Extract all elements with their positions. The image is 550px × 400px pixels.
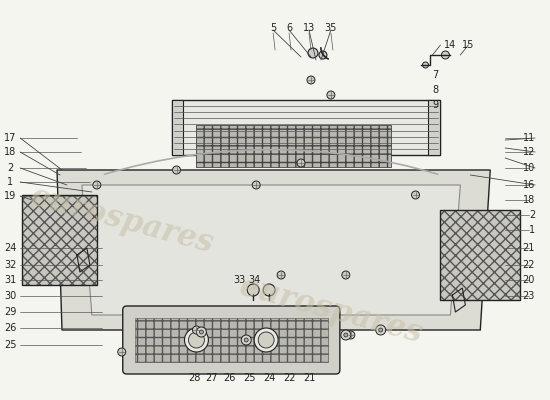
Circle shape: [422, 62, 428, 68]
Circle shape: [411, 191, 420, 199]
Circle shape: [254, 328, 278, 352]
Bar: [441, 210, 520, 300]
Text: 20: 20: [522, 275, 535, 285]
Text: 6: 6: [286, 23, 292, 33]
Circle shape: [200, 330, 204, 334]
Text: 26: 26: [4, 323, 16, 333]
Bar: [172, 100, 441, 155]
Text: 18: 18: [4, 147, 16, 157]
Circle shape: [248, 284, 259, 296]
Circle shape: [307, 76, 315, 84]
Text: 13: 13: [303, 23, 315, 33]
Circle shape: [277, 271, 285, 279]
Circle shape: [241, 335, 251, 345]
Circle shape: [252, 181, 260, 189]
Text: 28: 28: [188, 373, 201, 383]
Text: 14: 14: [444, 40, 456, 50]
Text: 33: 33: [233, 275, 245, 285]
Text: 35: 35: [324, 23, 337, 33]
Bar: [172, 100, 184, 155]
Text: 10: 10: [523, 163, 535, 173]
Polygon shape: [82, 185, 460, 315]
Text: 32: 32: [4, 260, 16, 270]
Text: 15: 15: [462, 40, 475, 50]
Text: 34: 34: [248, 275, 260, 285]
Text: 16: 16: [523, 180, 535, 190]
Text: 2: 2: [529, 210, 535, 220]
Text: 24: 24: [4, 243, 16, 253]
Text: 11: 11: [523, 133, 535, 143]
Text: eurospares: eurospares: [235, 270, 426, 350]
Bar: [196, 125, 390, 167]
Circle shape: [379, 328, 383, 332]
Circle shape: [327, 91, 335, 99]
Circle shape: [189, 332, 205, 348]
Text: 22: 22: [283, 373, 295, 383]
Circle shape: [196, 327, 206, 337]
Text: 21: 21: [522, 243, 535, 253]
Text: 9: 9: [432, 100, 438, 110]
Text: 25: 25: [243, 373, 256, 383]
Circle shape: [192, 326, 200, 334]
Text: 27: 27: [205, 373, 218, 383]
Circle shape: [341, 330, 351, 340]
Text: 26: 26: [223, 373, 235, 383]
Circle shape: [263, 284, 275, 296]
Bar: [135, 318, 328, 362]
Text: 30: 30: [4, 291, 16, 301]
Bar: [22, 195, 97, 285]
Text: 2: 2: [7, 163, 13, 173]
Text: 21: 21: [303, 373, 315, 383]
Text: 7: 7: [432, 70, 438, 80]
Circle shape: [342, 271, 350, 279]
Text: 18: 18: [523, 195, 535, 205]
Text: 24: 24: [263, 373, 276, 383]
Bar: [441, 210, 520, 300]
Circle shape: [308, 48, 318, 58]
Text: 29: 29: [4, 307, 16, 317]
Circle shape: [442, 51, 449, 59]
Circle shape: [347, 331, 355, 339]
Polygon shape: [57, 170, 490, 330]
Circle shape: [258, 332, 274, 348]
Circle shape: [297, 159, 305, 167]
Text: eurospares: eurospares: [26, 180, 217, 260]
Bar: [428, 100, 441, 155]
Text: 31: 31: [4, 275, 16, 285]
Circle shape: [173, 166, 180, 174]
Text: 8: 8: [432, 85, 438, 95]
Circle shape: [184, 328, 208, 352]
Bar: [22, 195, 97, 285]
Circle shape: [118, 348, 126, 356]
Text: 1: 1: [7, 177, 13, 187]
Text: 17: 17: [4, 133, 16, 143]
Text: 19: 19: [4, 191, 16, 201]
Circle shape: [244, 338, 248, 342]
Circle shape: [319, 51, 327, 59]
Text: 23: 23: [522, 291, 535, 301]
Text: 22: 22: [522, 260, 535, 270]
FancyBboxPatch shape: [123, 306, 340, 374]
Text: 1: 1: [529, 225, 535, 235]
Circle shape: [376, 325, 386, 335]
Text: 5: 5: [270, 23, 276, 33]
Circle shape: [93, 181, 101, 189]
Text: 12: 12: [522, 147, 535, 157]
Text: 25: 25: [4, 340, 16, 350]
Circle shape: [344, 333, 348, 337]
